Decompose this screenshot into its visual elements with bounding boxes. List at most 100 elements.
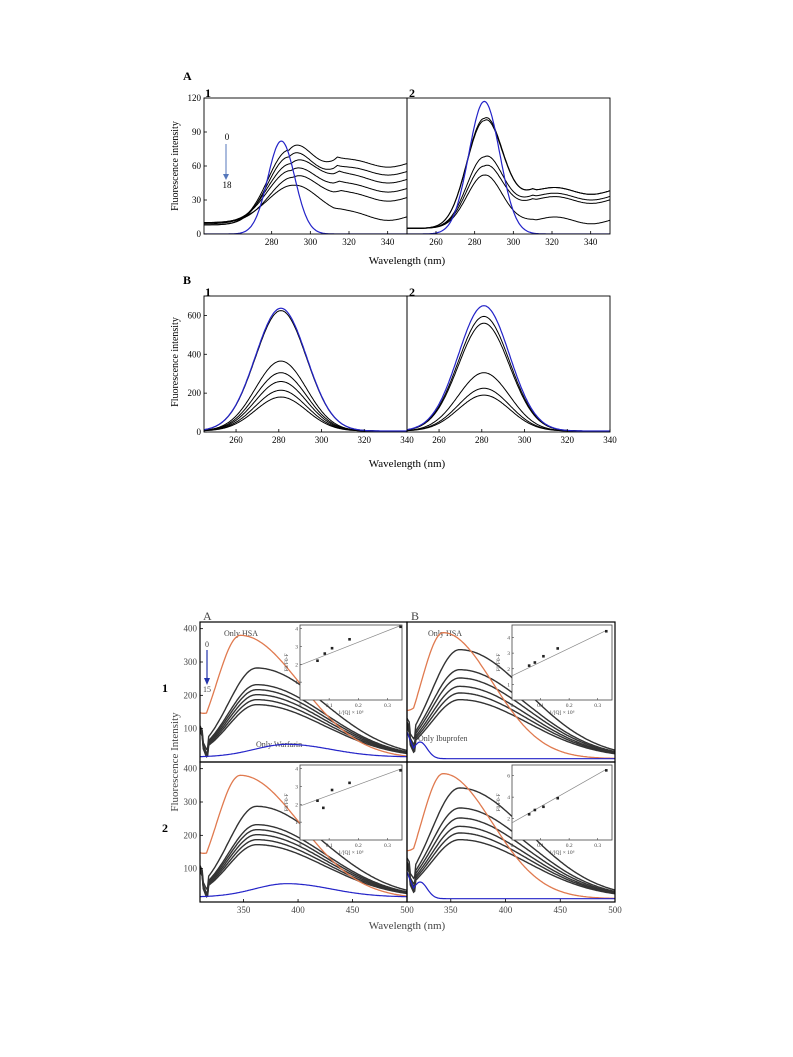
inset-x-tick-label: 0 [511,843,514,849]
inset-x-tick-label: 0.2 [566,843,573,849]
quenched-curve [200,834,407,896]
y-tick-label: 300 [184,797,198,807]
x-tick-label: 340 [381,237,395,247]
panel-a-label: A [183,69,192,83]
inset-y-tick-label: 3 [507,651,510,657]
inset-data-point [330,788,334,792]
y-tick-label: 0 [197,427,202,437]
x-tick-label: 450 [554,905,568,915]
inset-data-point [399,769,402,772]
inset-y-tick-label: 1 [295,820,298,826]
inset-y-tick-label: 1 [295,680,298,686]
x-tick-label: 260 [432,435,446,445]
plot-b2: 260 280 300 320 340 [406,295,617,445]
inset-y-tick-label: 4 [295,767,298,773]
quenched-curve [200,839,407,897]
quenched-curve [407,825,615,894]
plot-area [204,140,407,234]
x-tick-label: 300 [507,237,521,247]
spectrum-curve [204,175,407,224]
top-a-ylabel: Fluorescence intensity [170,121,181,211]
inset-y-tick-label: 6 [507,774,510,780]
inset-fit-line [299,624,403,666]
x-tick-label: 280 [272,435,286,445]
inset-y-tick-label: 3 [295,644,298,650]
quenched-curve [200,694,407,756]
inset-ylabel: F0/F0-F [496,793,502,811]
reference-curve [204,307,407,432]
inset-data-point [604,769,608,772]
panel-b1-label: 1 [205,285,211,299]
inset-x-tick-label: 0.2 [355,843,362,849]
y-tick-label: 60 [192,161,202,171]
plot-area [407,632,615,760]
inset-x-tick-label: 0 [299,843,302,849]
inset-frame [511,624,613,701]
spectrum-curve [407,315,610,432]
inset-fit-line [511,630,607,677]
x-tick-label: 400 [291,905,305,915]
bottom-panel-a-label: A [203,609,212,623]
inset-data-point [322,806,325,810]
quenched-curve [407,807,615,893]
inset-xlabel: 1/[Q] × 10⁶ [549,710,574,716]
quenched-curve [407,787,615,891]
x-tick-label: 320 [358,435,372,445]
plot-area [407,100,610,234]
inset-x-tick-label: 0.3 [384,843,391,849]
quenched-curve [407,817,615,893]
plot-area [407,305,610,432]
spectrum-curve [204,372,407,432]
y-tick-label: 0 [197,229,202,239]
inset-y-tick-label: 3 [295,784,298,790]
hsa-curve [407,773,615,900]
bottom-row2-label: 2 [162,821,168,835]
inset-y-tick-label: 4 [507,636,510,642]
quenched-curve [200,704,407,758]
inset-y-tick-label: 2 [295,662,298,668]
probe-curve [407,731,615,760]
inset-data-point [556,647,560,650]
plot-bottom-a1: 0 0.1 0.2 0.3 1 2 3 4 1/[Q] × 10⁶ F0/F0-F 100 200 30… [184,621,408,763]
inset-data-point [348,781,351,785]
inset-x-tick-label: 0.3 [384,703,391,709]
top-arrow-end: 18 [223,180,233,190]
y-tick-label: 200 [184,690,198,700]
top-quench-arrow [223,144,229,180]
quenched-curve [407,832,615,894]
inset-fit-line [511,768,607,824]
spectrum-curve [407,117,610,229]
inset-x-tick-label: 0.1 [326,843,333,849]
inset-data-point [316,799,319,803]
y-tick-label: 100 [184,724,198,734]
inset-data-point [556,796,560,800]
probe-curve [407,871,615,900]
inset-frame [299,624,403,701]
only-hsa-label-b: Only HSA [428,629,462,638]
inset-plot: 0 0.1 0.2 0.3 1 2 3 4 1/[Q] × 10⁶ F0/F0-F [284,624,403,716]
reference-curve [407,100,610,234]
x-tick-label: 500 [608,905,622,915]
bottom-xlabel: Wavelength (nm) [369,920,446,932]
x-tick-label: 280 [468,237,482,247]
y-tick-label: 400 [184,764,198,774]
quenched-curve [407,685,615,754]
panel-b-label: B [183,273,191,287]
spectrum-curve [204,144,407,226]
inset-plot: 0 0.1 0.2 0.3 1 2 3 4 1/[Q] × 10⁶ F0/F0-F [284,764,403,856]
inset-data-point [399,625,402,629]
top-b-xlabel: Wavelength (nm) [369,458,446,470]
spectrum-curve [204,310,407,432]
inset-data-point [542,654,545,658]
inset-data-point [330,646,334,650]
bottom-arrow-start: 0 [205,640,209,649]
plot-a2: 260 280 300 320 340 [406,97,611,247]
spectrum-curve [204,360,407,432]
quenched-curve [407,839,615,895]
y-tick-label: 120 [188,93,202,103]
y-tick-label: 400 [188,349,202,359]
inset-x-tick-label: 0.1 [326,703,333,709]
x-tick-label: 340 [584,237,598,247]
x-tick-label: 320 [545,237,559,247]
hsa-curve [407,632,615,760]
